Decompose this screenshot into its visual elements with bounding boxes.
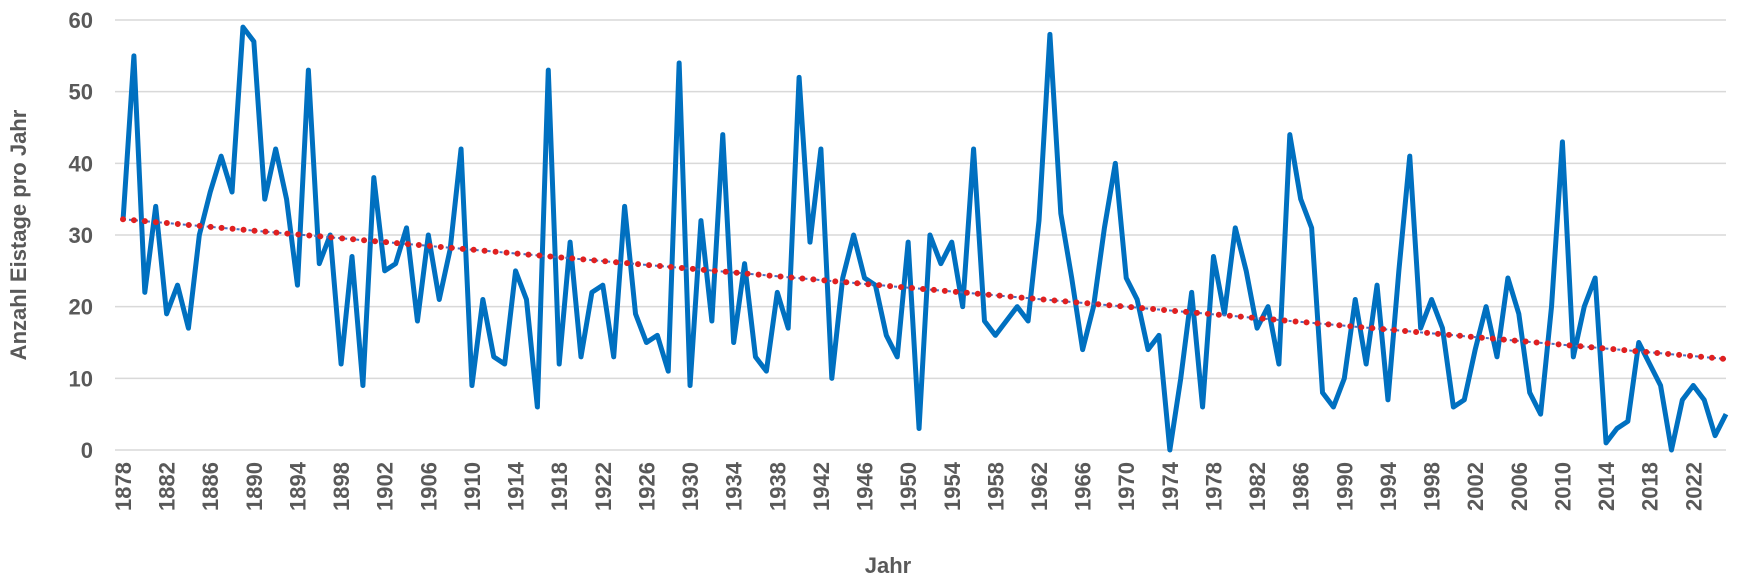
x-tick-label: 1950 (896, 462, 921, 511)
x-tick-label: 1890 (242, 462, 267, 511)
x-tick-label: 1958 (983, 462, 1008, 511)
y-tick-label: 0 (81, 438, 93, 463)
x-tick-label: 1930 (678, 462, 703, 511)
data-line (120, 24, 1729, 453)
x-tick-label: 1882 (155, 462, 180, 511)
x-tick-label: 1910 (460, 462, 485, 511)
x-tick-label: 1998 (1420, 462, 1445, 511)
x-tick-label: 1922 (591, 462, 616, 511)
x-tick-label: 1990 (1332, 462, 1357, 511)
x-tick-label: 1978 (1201, 462, 1226, 511)
x-tick-label: 1974 (1158, 461, 1183, 511)
x-tick-label: 2010 (1550, 462, 1575, 511)
y-axis-label: Anzahl Eistage pro Jahr (6, 109, 31, 360)
x-tick-label: 1918 (547, 462, 572, 511)
x-tick-label: 2002 (1463, 462, 1488, 511)
x-tick-label: 1886 (198, 462, 223, 511)
x-tick-label: 1962 (1027, 462, 1052, 511)
x-tick-label: 1966 (1071, 462, 1096, 511)
x-tick-label: 1986 (1289, 462, 1314, 511)
y-tick-label: 10 (69, 366, 93, 391)
x-tick-label: 1914 (504, 461, 529, 511)
x-tick-label: 2018 (1638, 462, 1663, 511)
trend-dots (120, 216, 1729, 362)
y-tick-label: 60 (69, 8, 93, 33)
x-tick-label: 1878 (111, 462, 136, 511)
x-tick-label: 1938 (765, 462, 790, 511)
y-tick-label: 40 (69, 151, 93, 176)
x-tick-label: 1954 (940, 461, 965, 511)
y-tick-label: 30 (69, 223, 93, 248)
y-tick-label: 20 (69, 295, 93, 320)
x-axis-label: Jahr (865, 553, 912, 578)
x-tick-label: 1994 (1376, 461, 1401, 511)
x-tick-label: 1970 (1114, 462, 1139, 511)
x-tick-label: 2014 (1594, 461, 1619, 511)
x-tick-label: 1926 (634, 462, 659, 511)
x-tick-label: 1898 (329, 462, 354, 511)
x-tick-label: 2022 (1681, 462, 1706, 511)
x-tick-label: 1902 (373, 462, 398, 511)
x-tick-label: 1934 (722, 461, 747, 511)
y-tick-label: 50 (69, 80, 93, 105)
x-tick-label: 1894 (285, 461, 310, 511)
x-tick-label: 1982 (1245, 462, 1270, 511)
x-tick-label: 2006 (1507, 462, 1532, 511)
x-tick-label: 1942 (809, 462, 834, 511)
x-tick-label: 1906 (416, 462, 441, 511)
x-tick-label: 1946 (853, 462, 878, 511)
